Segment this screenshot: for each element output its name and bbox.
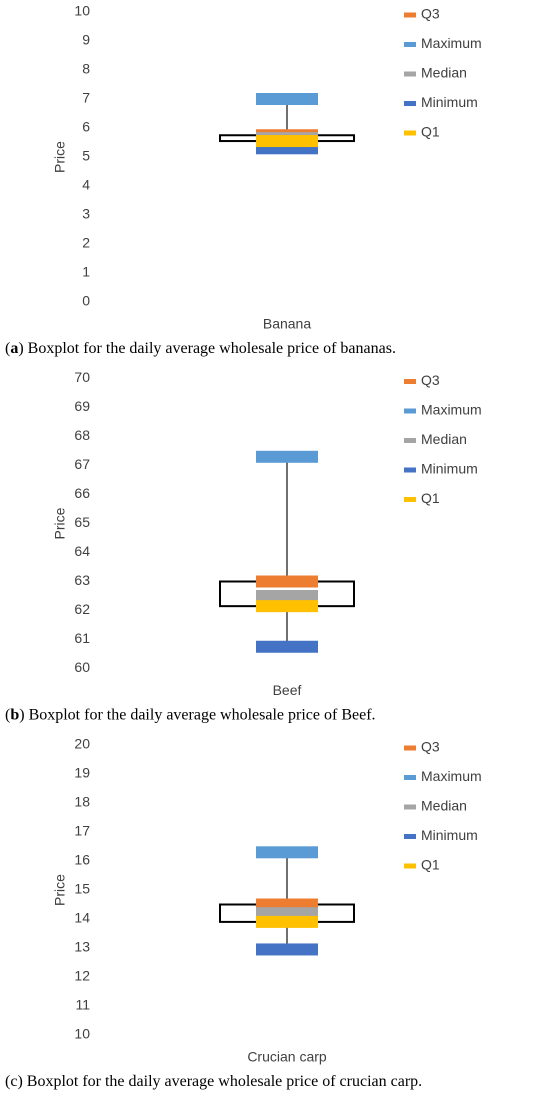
marker: [256, 600, 318, 613]
y-axis-label: Price: [52, 141, 68, 173]
caption-text: ) Boxplot for the daily average wholesal…: [19, 706, 375, 723]
y-tick-label: 7: [82, 90, 90, 106]
marker: [256, 640, 318, 653]
marker: [256, 450, 318, 463]
y-tick-label: 66: [74, 485, 90, 501]
legend-swatch: [404, 834, 416, 839]
caption: (b) Boxplot for the daily average wholes…: [5, 706, 376, 723]
caption-label: b: [10, 706, 19, 723]
legend-label: Minimum: [421, 94, 478, 110]
legend-label: Median: [421, 431, 467, 447]
y-tick-label: 15: [74, 881, 90, 897]
y-tick-label: 64: [74, 543, 90, 559]
legend-label: Q1: [421, 124, 440, 140]
y-tick-label: 5: [82, 148, 90, 164]
y-tick-label: 61: [74, 630, 90, 646]
chart: 0 1 2 3 4 5 6 7 8 9 10 Price Banana Q3 Maximum Median Mi…: [5, 3, 482, 357]
y-tick-label: 67: [74, 456, 90, 472]
y-tick-label: 9: [82, 32, 90, 48]
y-tick-label: 6: [82, 119, 90, 135]
legend-label: Q1: [421, 857, 440, 873]
y-tick-label: 62: [74, 601, 90, 617]
legend-swatch: [404, 408, 416, 414]
legend-label: Maximum: [421, 402, 482, 418]
x-tick-label: Crucian carp: [247, 1049, 327, 1065]
caption: (a) Boxplot for the daily average wholes…: [5, 340, 396, 357]
y-tick-label: 68: [74, 427, 90, 443]
marker: [256, 575, 318, 588]
legend-swatch: [404, 12, 416, 18]
marker: [256, 93, 318, 105]
y-tick-label: 10: [74, 1026, 90, 1042]
y-tick-label: 10: [74, 3, 90, 19]
legend-label: Minimum: [421, 461, 478, 477]
legend-label: Median: [421, 65, 467, 81]
y-tick-label: 14: [74, 910, 90, 926]
legend-swatch: [404, 42, 416, 47]
y-tick-label: 65: [74, 514, 90, 530]
x-tick-label: Banana: [263, 316, 311, 332]
y-tick-label: 20: [74, 736, 90, 752]
y-tick-label: 13: [74, 939, 90, 955]
legend-label: Q3: [421, 372, 440, 388]
y-tick-label: 17: [74, 823, 90, 839]
y-tick-label: 69: [74, 398, 90, 414]
legend-label: Minimum: [421, 827, 478, 843]
y-tick-label: 12: [74, 968, 90, 984]
marker: [256, 135, 318, 148]
y-axis-label: Price: [52, 507, 68, 539]
caption: (c) Boxplot for the daily average wholes…: [5, 1073, 422, 1090]
y-tick-label: 8: [82, 61, 90, 77]
y-tick-label: 63: [74, 572, 90, 588]
legend-label: Median: [421, 798, 467, 814]
caption-text: ) Boxplot for the daily average wholesal…: [18, 340, 396, 357]
marker: [256, 943, 318, 956]
y-tick-label: 1: [82, 264, 90, 280]
legend-swatch: [404, 745, 416, 751]
caption-label: a: [10, 340, 18, 357]
legend-swatch: [404, 863, 416, 869]
legend-swatch: [404, 101, 416, 106]
caption-text: ) Boxplot for the daily average wholesal…: [17, 1073, 422, 1090]
caption-open: (: [5, 340, 10, 357]
y-tick-label: 3: [82, 206, 90, 222]
y-tick-label: 2: [82, 235, 90, 251]
y-tick-label: 70: [74, 369, 90, 385]
legend-swatch: [404, 379, 416, 384]
legend-label: Q1: [421, 490, 440, 506]
chart: 10 11 12 13 14 15 16 17 18 19 20 Price Crucian carp Q…: [5, 736, 482, 1090]
legend-label: Q3: [421, 739, 440, 755]
y-axis-label: Price: [52, 874, 68, 906]
y-tick-label: 11: [75, 997, 90, 1013]
y-tick-label: 16: [74, 852, 90, 868]
caption-open: (: [5, 706, 10, 723]
y-tick-label: 0: [82, 293, 90, 309]
caption-label: c: [10, 1073, 17, 1090]
legend-swatch: [404, 438, 416, 443]
x-tick-label: Beef: [273, 682, 302, 698]
legend-swatch: [404, 804, 416, 810]
legend-label: Maximum: [421, 35, 482, 51]
marker: [256, 915, 318, 928]
chart: 60 61 62 63 64 65 66 67 68 69 70 Price Beef Q3 Maximum…: [5, 369, 482, 723]
y-tick-label: 18: [74, 794, 90, 810]
legend-swatch: [404, 497, 416, 502]
y-tick-label: 4: [82, 177, 90, 193]
y-tick-label: 19: [74, 765, 90, 781]
marker: [256, 846, 318, 859]
legend-swatch: [404, 775, 416, 780]
caption-open: (: [5, 1073, 10, 1090]
legend-swatch: [404, 467, 416, 473]
legend-label: Maximum: [421, 768, 482, 784]
legend-swatch: [404, 130, 416, 136]
legend-swatch: [404, 71, 416, 77]
y-tick-label: 60: [74, 659, 90, 675]
legend-label: Q3: [421, 6, 440, 22]
marker: [256, 590, 318, 602]
